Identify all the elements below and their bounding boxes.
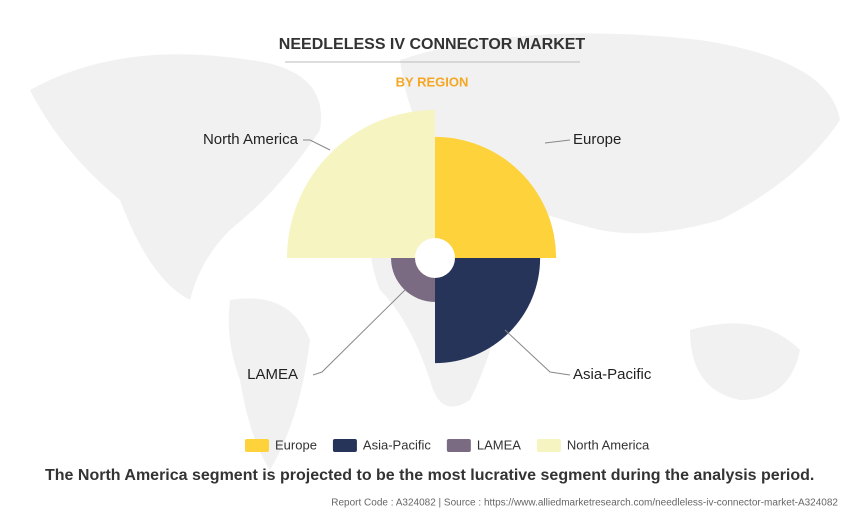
leader-line	[303, 139, 331, 151]
legend-label: North America	[567, 437, 650, 452]
segment-label: LAMEA	[247, 366, 298, 383]
segment-label: Asia-Pacific	[573, 366, 652, 383]
leader-line	[504, 329, 571, 376]
leader-line	[544, 139, 571, 144]
legend-label: Asia-Pacific	[363, 437, 431, 452]
wedge	[287, 110, 435, 258]
caption: The North America segment is projected t…	[45, 467, 814, 484]
legend-swatch	[245, 439, 269, 452]
wedge	[435, 136, 557, 258]
legend-swatch	[332, 439, 357, 452]
legend-swatch	[536, 439, 561, 452]
legend-label: Europe	[275, 437, 317, 452]
leader-line	[312, 289, 406, 376]
plot	[287, 110, 557, 364]
chart-subtitle: BY REGION	[396, 74, 469, 89]
segment-label: North America	[203, 131, 299, 148]
center-hole	[415, 238, 455, 278]
legend-label: LAMEA	[477, 437, 521, 452]
legend-swatch	[446, 439, 471, 452]
chart-title: NEEDLELESS IV CONNECTOR MARKET	[279, 36, 586, 53]
wedge	[435, 258, 541, 364]
footer: Report Code : A324082 | Source : https:/…	[331, 498, 838, 509]
segment-label: Europe	[573, 131, 621, 148]
